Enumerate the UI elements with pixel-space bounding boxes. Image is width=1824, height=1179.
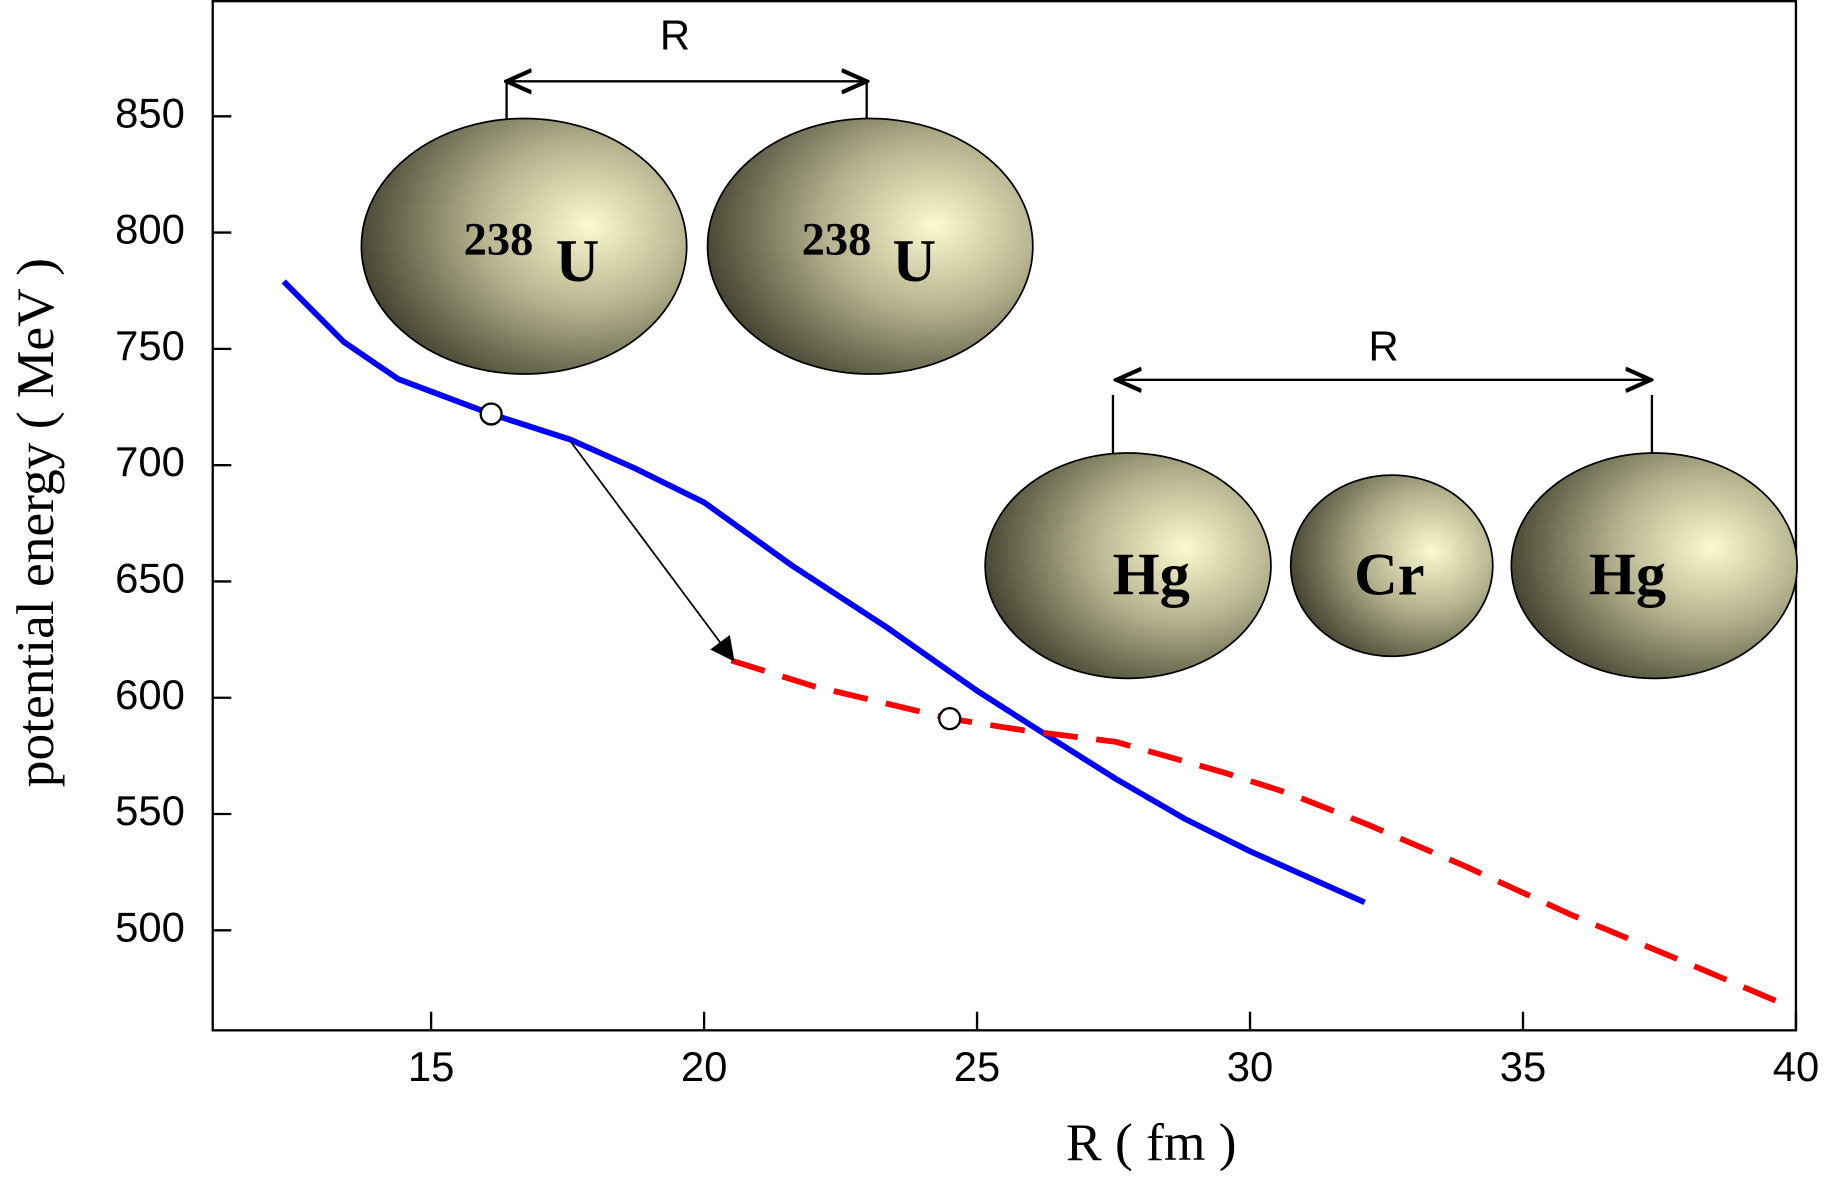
nucleus-label: U [556, 228, 600, 295]
plot [281, 279, 1792, 1010]
x-tick-label: 40 [1773, 1043, 1820, 1090]
nucleus [984, 452, 1272, 680]
x-tick-label: 20 [681, 1043, 728, 1090]
axes: 15 20 25 30 35 40 500 550 600 650 700 750 800 850 [115, 89, 1819, 1090]
y-tick-label: 500 [115, 903, 185, 950]
distance-label: R [660, 11, 690, 58]
annotation-arrow [569, 440, 735, 662]
x-tick-label: 15 [408, 1043, 455, 1090]
nucleus [360, 117, 688, 375]
fission-diagram: R Hg Cr Hg [984, 323, 1798, 680]
line-series [281, 279, 1366, 906]
y-axis-label: potential energy ( MeV ) [5, 258, 65, 787]
nucleus-label: Hg [1113, 542, 1190, 609]
y-tick-label: 650 [115, 554, 185, 601]
y-tick-label: 700 [115, 438, 185, 485]
distance-label: R [1369, 323, 1399, 370]
x-tick-label: 25 [954, 1043, 1000, 1090]
x-axis-label: R ( fm ) [1066, 1112, 1237, 1172]
uranium-diagram: R 238 U 238 U [360, 11, 1034, 375]
y-tick-label: 600 [115, 671, 185, 718]
nucleus [706, 117, 1034, 375]
line-series [730, 657, 1792, 1010]
nucleus-label: Cr [1354, 542, 1424, 609]
nucleus-label: Hg [1589, 542, 1666, 609]
x-tick-label: 30 [1227, 1043, 1274, 1090]
nucleus-label: U [893, 228, 937, 295]
mass-number: 238 [464, 215, 534, 266]
y-tick-label: 550 [115, 787, 185, 834]
plot-frame [211, 0, 1798, 1032]
point-marker [938, 707, 962, 731]
y-tick-label: 800 [115, 206, 185, 253]
x-tick-label: 35 [1500, 1043, 1547, 1090]
y-tick-label: 750 [115, 322, 185, 369]
nucleus [1289, 474, 1494, 658]
point-marker [479, 402, 503, 426]
nucleus [1510, 452, 1798, 680]
mass-number: 238 [802, 215, 872, 266]
y-tick-label: 850 [115, 89, 185, 136]
